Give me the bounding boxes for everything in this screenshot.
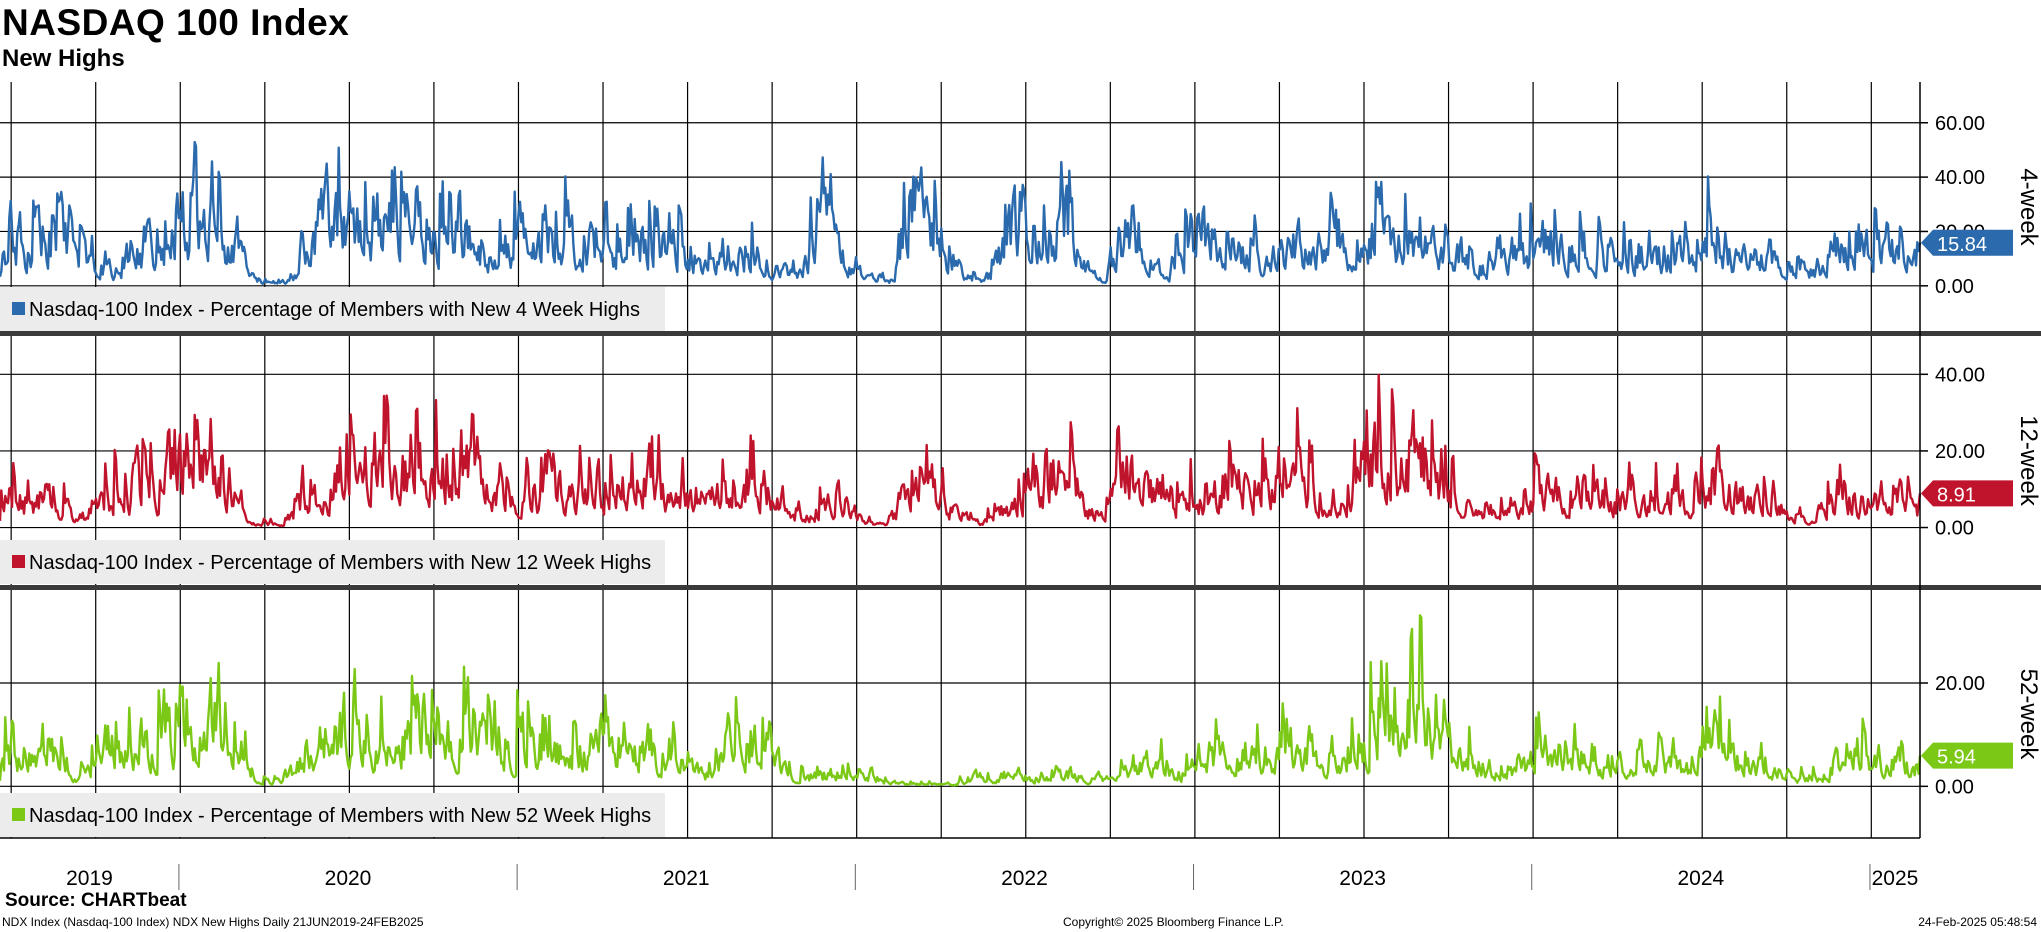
x-year-label: 2021 (663, 867, 710, 890)
x-year-label: 2023 (1339, 867, 1386, 890)
x-year-label: 2022 (1001, 867, 1048, 890)
panel-52-week: 20.00 0.00 Nasdaq-100 Index - Percentage o… (0, 614, 2041, 837)
x-year-label: 2024 (1677, 867, 1724, 890)
last-value-tag (1921, 229, 2013, 256)
y-tick-label: 20.00 (1935, 441, 1985, 463)
source-label: Source: CHARTbeat (5, 890, 187, 911)
legend-label: Nasdaq-100 Index - Percentage of Members… (29, 805, 651, 827)
last-value-label: 8.91 (1937, 484, 1976, 506)
x-year-label: 2020 (325, 867, 372, 890)
y-tick-label: 60.00 (1935, 113, 1985, 135)
legend-box (0, 793, 665, 837)
copyright: Copyright© 2025 Bloomberg Finance L.P. (1063, 915, 1284, 929)
x-year-label: 2025 (1872, 867, 1919, 890)
panel-side-label: 4-week (2015, 168, 2041, 246)
legend-label: Nasdaq-100 Index - Percentage of Members… (29, 552, 651, 574)
x-year-label: 2019 (66, 867, 113, 890)
legend-box (0, 540, 665, 584)
panel-side-label: 52-week (2015, 669, 2041, 761)
chart-title: NASDAQ 100 Index (2, 2, 350, 43)
vertical-gridlines (10, 82, 1872, 838)
last-value-tag (1921, 742, 2013, 769)
series-line (0, 373, 1922, 528)
y-tick-label: 0.00 (1935, 276, 1974, 298)
last-value-label: 5.94 (1937, 747, 1976, 769)
panel-side-label: 12-week (2015, 415, 2041, 507)
legend-swatch (12, 555, 25, 568)
last-value-label: 15.84 (1937, 234, 1987, 256)
panel-divider (0, 585, 2041, 590)
y-tick-label: 40.00 (1935, 364, 1985, 386)
y-tick-label: 0.00 (1935, 776, 1974, 798)
y-tick-label: 0.00 (1935, 518, 1974, 540)
panel-divider (0, 331, 2041, 336)
last-value-tag (1921, 480, 2013, 507)
legend-swatch (12, 808, 25, 821)
legend-swatch (12, 302, 25, 315)
chart-subtitle: New Highs (2, 45, 125, 72)
series-line (0, 614, 1922, 787)
panel-12-week: 40.00 20.00 0.00 Nasdaq-100 Index - Percent… (0, 364, 2041, 584)
legend-label: Nasdaq-100 Index - Percentage of Members… (29, 299, 640, 321)
ticker-info: NDX Index (Nasdaq-100 Index) NDX New Hig… (2, 915, 424, 929)
y-tick-label: 20.00 (1935, 673, 1985, 695)
x-axis: 2019 2020 2021 2022 2023 2024 2025 (66, 864, 1918, 890)
series-line (0, 140, 1922, 286)
legend-box (0, 287, 665, 331)
y-tick-label: 40.00 (1935, 167, 1985, 189)
timestamp: 24-Feb-2025 05:48:54 (1918, 915, 2037, 929)
